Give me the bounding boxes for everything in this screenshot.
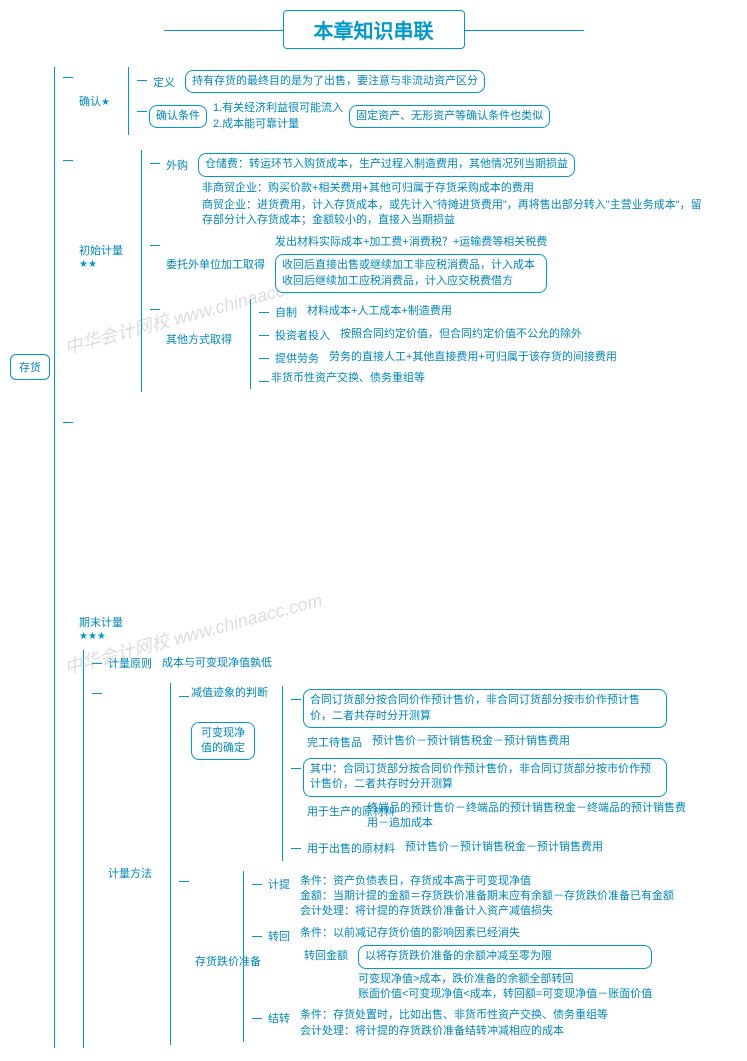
- buy-t2: 商贸企业：进货费用，计入存货成本，或先计入"待摊进货费用"，再将售出部分转入"主…: [202, 198, 702, 229]
- prov-zh: 转回: [264, 926, 294, 946]
- cond-note: 固定资产、无形资产等确认条件也类似: [349, 105, 550, 128]
- node-def: 定义: [149, 72, 179, 92]
- buy-box: 仓储费：转运环节入购货成本，生产过程入制造费用，其他情况列当期损益: [198, 153, 575, 176]
- node-end: 期末计量★★★: [75, 612, 127, 644]
- cond-text: 1.有关经济利益很可能流入2.成本能可靠计量: [213, 101, 343, 132]
- prov-jz: 结转: [264, 1008, 294, 1028]
- entrust-box: 收回后直接出售或继续加工非应税消费品，计入成本 收回后继续加工应税消费品，计入应…: [275, 254, 547, 293]
- n-nrv: 可变现净值的确定: [191, 722, 255, 761]
- n-principle: 计量原则: [104, 653, 156, 673]
- nrv-bbox: 其中：合同订货部分按合同价作预计售价，非合同订货部分按市价作预计售价，二者共存时…: [303, 758, 667, 797]
- node-buy: 外购: [162, 155, 192, 175]
- node-entrust: 委托外单位加工取得: [162, 254, 269, 274]
- root-node: 存货: [10, 354, 50, 380]
- n-jz: 减值迹象的判断: [191, 686, 268, 701]
- prov-zh2: 转回金额: [300, 945, 352, 965]
- zh-box: 以将存货跌价准备的余额冲减至零为限: [358, 945, 652, 968]
- node-confirm: 确认★: [75, 91, 114, 111]
- nrv-b: 用于生产的原材料: [303, 801, 361, 821]
- node-initial: 初始计量★★: [75, 240, 127, 272]
- nrv-c: 用于出售的原材料: [303, 838, 399, 858]
- entrust-text: 发出材料实际成本+加工费+消费税？+运输费等相关税费: [275, 235, 547, 250]
- n-self: 自制: [271, 302, 301, 322]
- nrv-abox: 合同订货部分按合同价作预计售价，非合同订货部分按市价作预计售价，二者共存时分开测…: [303, 689, 667, 728]
- buy-t1: 非商贸企业：购买价款+相关费用+其他可归属于存货采购成本的费用: [202, 181, 702, 196]
- nrv-a: 完工待售品: [303, 732, 366, 752]
- page-title: 本章知识串联: [283, 10, 465, 49]
- prov-jt: 计提: [264, 874, 294, 894]
- n-invest: 投资者投入: [271, 325, 334, 345]
- n-service: 提供劳务: [271, 348, 323, 368]
- n-nonmon: 非货币性资产交换、债务重组等: [271, 372, 425, 384]
- cond-box: 确认条件: [149, 105, 207, 128]
- n-prov: 存货跌价准备: [191, 951, 229, 971]
- n-method: 计量方法: [104, 863, 156, 883]
- node-other: 其他方式取得: [162, 329, 236, 349]
- def-box: 持有存货的最终目的是为了出售，要注意与非流动资产区分: [185, 70, 485, 93]
